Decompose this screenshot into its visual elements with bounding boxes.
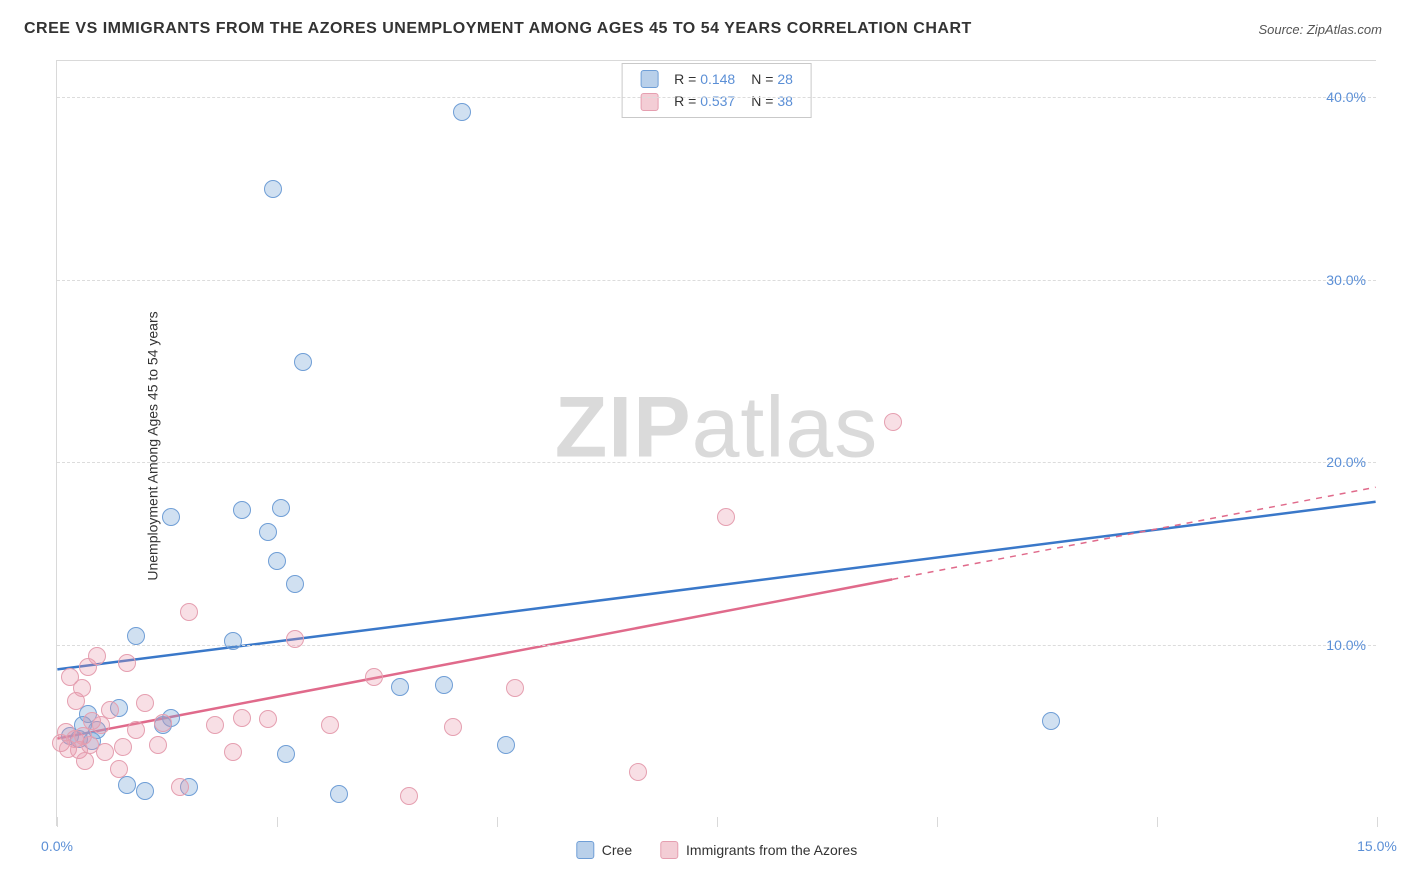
x-tick [1377,817,1378,827]
r-label-azores: R = [674,93,700,109]
scatter-point-cree [127,627,145,645]
legend-swatch-cree [640,70,658,88]
scatter-point-azores [206,716,224,734]
scatter-point-azores [88,647,106,665]
scatter-point-azores [110,760,128,778]
scatter-point-cree [277,745,295,763]
scatter-point-cree [264,180,282,198]
scatter-point-azores [365,668,383,686]
scatter-point-cree [330,785,348,803]
scatter-point-cree [224,632,242,650]
legend-item-azores: Immigrants from the Azores [660,841,857,859]
scatter-point-cree [1042,712,1060,730]
r-label-cree: R = [674,71,700,87]
scatter-point-azores [96,743,114,761]
n-label-cree: N = [751,71,777,87]
scatter-point-azores [149,736,167,754]
scatter-point-azores [629,763,647,781]
x-tick [57,817,58,827]
scatter-point-cree [233,501,251,519]
scatter-point-cree [294,353,312,371]
x-tick [1157,817,1158,827]
legend-label-azores: Immigrants from the Azores [686,842,857,858]
scatter-point-cree [453,103,471,121]
legend-swatch-azores [640,93,658,111]
x-tick [497,817,498,827]
legend-item-cree: Cree [576,841,632,859]
scatter-point-azores [884,413,902,431]
scatter-point-azores [73,679,91,697]
scatter-point-azores [717,508,735,526]
scatter-point-cree [268,552,286,570]
scatter-point-azores [118,654,136,672]
y-tick-label: 20.0% [1326,454,1366,470]
scatter-point-cree [497,736,515,754]
gridline-h [57,280,1376,281]
legend-stats-row-cree: R = 0.148 N = 28 [632,68,801,90]
r-value-cree: 0.148 [700,71,735,87]
source-attribution: Source: ZipAtlas.com [1258,22,1382,37]
legend-swatch-bottom-cree [576,841,594,859]
scatter-point-azores [136,694,154,712]
chart-plot-area: ZIPatlas R = 0.148 N = 28 R = 0.537 N = … [56,60,1376,826]
r-value-azores: 0.537 [700,93,735,109]
scatter-point-cree [286,575,304,593]
chart-title: CREE VS IMMIGRANTS FROM THE AZORES UNEMP… [24,20,972,38]
scatter-point-azores [400,787,418,805]
trendline-azores [57,579,892,738]
scatter-point-azores [101,701,119,719]
legend-stats-box: R = 0.148 N = 28 R = 0.537 N = 38 [621,63,812,118]
scatter-point-azores [224,743,242,761]
scatter-point-cree [272,499,290,517]
scatter-point-azores [233,709,251,727]
x-tick-label: 15.0% [1357,838,1397,854]
scatter-point-cree [391,678,409,696]
scatter-point-azores [154,714,172,732]
legend-series: Cree Immigrants from the Azores [564,841,869,862]
scatter-point-cree [118,776,136,794]
n-label-azores: N = [751,93,777,109]
source-prefix: Source: [1258,22,1306,37]
scatter-point-cree [435,676,453,694]
gridline-h [57,645,1376,646]
scatter-point-azores [321,716,339,734]
x-tick [937,817,938,827]
scatter-point-azores [127,721,145,739]
legend-stats-row-azores: R = 0.537 N = 38 [632,90,801,112]
scatter-point-azores [259,710,277,728]
x-tick [717,817,718,827]
x-tick-label: 0.0% [41,838,73,854]
n-value-azores: 38 [777,93,793,109]
scatter-point-azores [114,738,132,756]
y-tick-label: 40.0% [1326,89,1366,105]
y-tick-label: 30.0% [1326,272,1366,288]
scatter-point-azores [286,630,304,648]
source-name: ZipAtlas.com [1307,22,1382,37]
gridline-h [57,462,1376,463]
scatter-point-cree [136,782,154,800]
trendline-azores-extrap [892,487,1375,579]
gridline-h [57,97,1376,98]
scatter-point-cree [162,508,180,526]
trend-lines-svg [57,61,1376,826]
scatter-point-azores [444,718,462,736]
n-value-cree: 28 [777,71,793,87]
scatter-point-cree [259,523,277,541]
scatter-point-azores [171,778,189,796]
scatter-point-azores [506,679,524,697]
y-tick-label: 10.0% [1326,637,1366,653]
legend-swatch-bottom-azores [660,841,678,859]
scatter-point-azores [76,752,94,770]
x-tick [277,817,278,827]
scatter-point-azores [180,603,198,621]
legend-label-cree: Cree [602,842,632,858]
